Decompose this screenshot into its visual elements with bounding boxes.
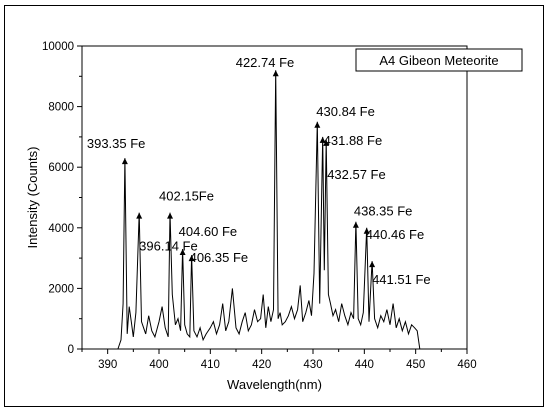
x-tick-label: 410 — [201, 359, 220, 371]
spectrum-line — [82, 70, 467, 350]
peak-label: 441.51 Fe — [372, 272, 431, 287]
spectrum-series — [82, 70, 467, 350]
peak-label: 422.74 Fe — [236, 55, 295, 70]
peak-arrow — [352, 221, 359, 228]
x-tick-label: 400 — [149, 359, 168, 371]
peak-annotations: 393.35 Fe 396.14 Fe 402.15Fe 404.60 Fe 406.3… — [87, 55, 431, 287]
legend-box: A4 Gibeon Meteorite — [355, 48, 523, 72]
peak-arrow — [369, 261, 376, 268]
x-tick-label: 420 — [252, 359, 271, 371]
x-tick-label: 440 — [355, 359, 374, 371]
chart-title: A4 Gibeon Meteorite — [379, 53, 498, 68]
chart-frame — [4, 5, 544, 407]
peak-label: 393.35 Fe — [87, 136, 146, 151]
x-tick-label: 430 — [303, 359, 322, 371]
y-tick-label: 4000 — [48, 223, 74, 235]
x-tick-label: 460 — [457, 359, 476, 371]
x-axis-title: Wavelength(nm) — [227, 377, 322, 392]
peak-label: 431.88 Fe — [324, 133, 383, 148]
peak-arrow — [314, 121, 321, 128]
peak-label: 406.35 Fe — [190, 250, 249, 265]
y-tick-label: 2000 — [48, 283, 74, 295]
peak-label: 402.15Fe — [159, 189, 214, 204]
peak-arrow — [188, 255, 195, 262]
plot-area — [81, 45, 468, 350]
y-tick-label: 6000 — [48, 162, 74, 174]
peak-label: 432.57 Fe — [327, 167, 386, 182]
y-tick-label: 10000 — [42, 41, 74, 53]
x-tick-label: 450 — [406, 359, 425, 371]
peak-arrow — [121, 158, 128, 165]
peak-arrow — [319, 136, 326, 143]
peak-arrow — [272, 70, 279, 77]
y-axis-title: Intensity (Counts) — [25, 147, 40, 249]
peak-arrow — [323, 139, 330, 146]
peak-arrow — [179, 249, 186, 256]
peak-label: 438.35 Fe — [354, 204, 413, 219]
y-tick-label: 8000 — [48, 102, 74, 114]
peak-arrow — [136, 212, 143, 219]
x-tick-label: 390 — [98, 359, 117, 371]
y-tick-label: 0 — [68, 344, 74, 356]
peak-label: 404.60 Fe — [179, 224, 238, 239]
peak-arrow — [363, 227, 370, 234]
peak-label: 430.84 Fe — [316, 104, 375, 119]
peak-arrow — [167, 212, 174, 219]
peak-label: 396.14 Fe — [139, 239, 198, 254]
peak-label: 440.46 Fe — [366, 227, 425, 242]
